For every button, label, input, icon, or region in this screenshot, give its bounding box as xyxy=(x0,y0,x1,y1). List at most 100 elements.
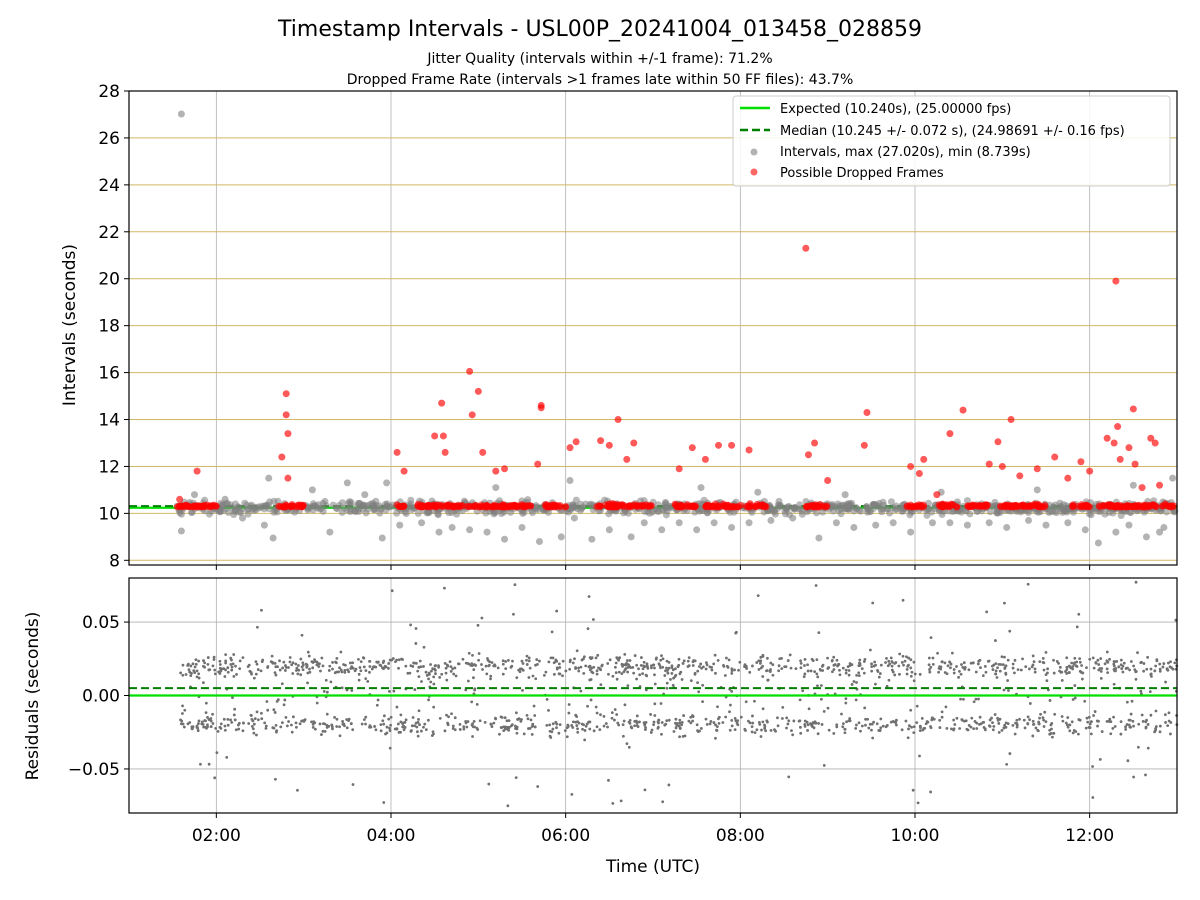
residual-point xyxy=(238,659,242,663)
residuals-y-tick-label-0: −0.05 xyxy=(68,760,120,780)
residual-point xyxy=(812,721,816,725)
residual-point xyxy=(841,725,845,729)
residual-point xyxy=(525,654,529,658)
residual-point xyxy=(301,661,305,665)
residual-point xyxy=(571,661,575,665)
residual-point xyxy=(872,720,875,724)
dropped-frame-point-53 xyxy=(1051,453,1059,461)
dropped-frame-point xyxy=(207,503,215,511)
residual-point xyxy=(1096,724,1099,728)
residual-point xyxy=(1048,732,1052,736)
residual-point xyxy=(400,657,403,661)
residual-point xyxy=(298,722,302,726)
residual-point xyxy=(260,608,263,612)
residual-point xyxy=(490,661,494,664)
residual-point xyxy=(273,661,277,665)
residual-point xyxy=(225,755,229,759)
residual-point xyxy=(388,729,392,733)
residual-point xyxy=(881,724,885,728)
residual-point xyxy=(659,702,663,705)
residual-point xyxy=(669,678,672,681)
residual-point xyxy=(1015,718,1019,722)
residual-point xyxy=(744,700,748,704)
residual-point xyxy=(1130,699,1134,703)
residual-point xyxy=(841,666,845,670)
residual-point xyxy=(181,704,184,708)
residual-point xyxy=(991,721,994,725)
residual-point xyxy=(331,661,334,664)
interval-point-54 xyxy=(1125,521,1133,529)
residual-point xyxy=(696,681,699,685)
residual-point xyxy=(313,658,316,662)
residual-point xyxy=(338,725,341,729)
residual-point xyxy=(481,668,484,671)
residual-point xyxy=(660,654,663,658)
residual-point xyxy=(446,723,450,727)
residual-point xyxy=(1026,715,1030,719)
residual-point xyxy=(911,788,915,792)
interval-point-9 xyxy=(326,528,334,536)
residual-point xyxy=(233,707,237,711)
residual-point xyxy=(855,673,859,677)
residual-point xyxy=(506,659,510,662)
dropped-frame-point xyxy=(465,503,473,511)
residual-point xyxy=(1144,773,1147,777)
residual-point xyxy=(414,661,418,665)
residual-point xyxy=(798,698,802,702)
residual-point xyxy=(1154,664,1158,668)
residual-point xyxy=(759,655,763,659)
dropped-frame-point-1 xyxy=(193,467,201,475)
residual-point xyxy=(231,696,234,700)
residual-point xyxy=(1080,664,1083,667)
dropped-frame-point xyxy=(947,500,955,508)
dropped-frame-point xyxy=(191,502,199,510)
residual-point xyxy=(952,671,956,675)
residual-point xyxy=(712,721,716,724)
residual-point xyxy=(744,665,748,668)
residual-point xyxy=(413,724,417,728)
residual-point xyxy=(351,661,355,665)
residual-point xyxy=(705,723,709,726)
residual-point xyxy=(527,656,531,660)
residual-point xyxy=(1098,758,1102,761)
residual-point xyxy=(857,721,861,725)
residual-point xyxy=(272,708,276,712)
residual-point xyxy=(785,726,788,730)
dropped-frame-point-9 xyxy=(431,432,439,440)
residual-point xyxy=(728,710,731,714)
residual-point xyxy=(998,717,1002,721)
residual-point xyxy=(551,656,555,660)
residual-point xyxy=(766,678,770,682)
residual-point xyxy=(402,728,406,732)
intervals-y-tick-label-2: 12 xyxy=(98,457,120,477)
residual-point xyxy=(594,656,598,660)
interval-point-66 xyxy=(1033,486,1041,494)
residual-point xyxy=(1065,656,1069,660)
dropped-frame-point-10 xyxy=(438,399,446,407)
residual-point xyxy=(1007,689,1010,692)
interval-point-22 xyxy=(557,533,565,541)
residual-point xyxy=(950,651,954,655)
residual-point xyxy=(981,674,985,678)
residual-point xyxy=(487,782,491,786)
residual-point xyxy=(1171,667,1175,671)
dropped-frame-point-25 xyxy=(605,441,613,449)
residual-point xyxy=(1166,724,1170,727)
dropped-frame-point xyxy=(751,503,759,511)
residual-point xyxy=(619,799,623,803)
residual-point xyxy=(211,664,215,668)
interval-point xyxy=(570,503,578,511)
residual-point xyxy=(444,671,448,675)
residual-point xyxy=(390,589,394,593)
residual-point xyxy=(338,666,341,670)
interval-point-24 xyxy=(588,535,596,543)
residual-point xyxy=(449,669,453,673)
residual-point xyxy=(995,676,999,679)
residual-point xyxy=(615,677,619,681)
residual-point xyxy=(255,733,258,737)
dropped-frame-point-23 xyxy=(572,438,580,446)
residual-point xyxy=(489,674,493,678)
residual-point xyxy=(841,722,845,726)
residual-point xyxy=(857,674,861,678)
